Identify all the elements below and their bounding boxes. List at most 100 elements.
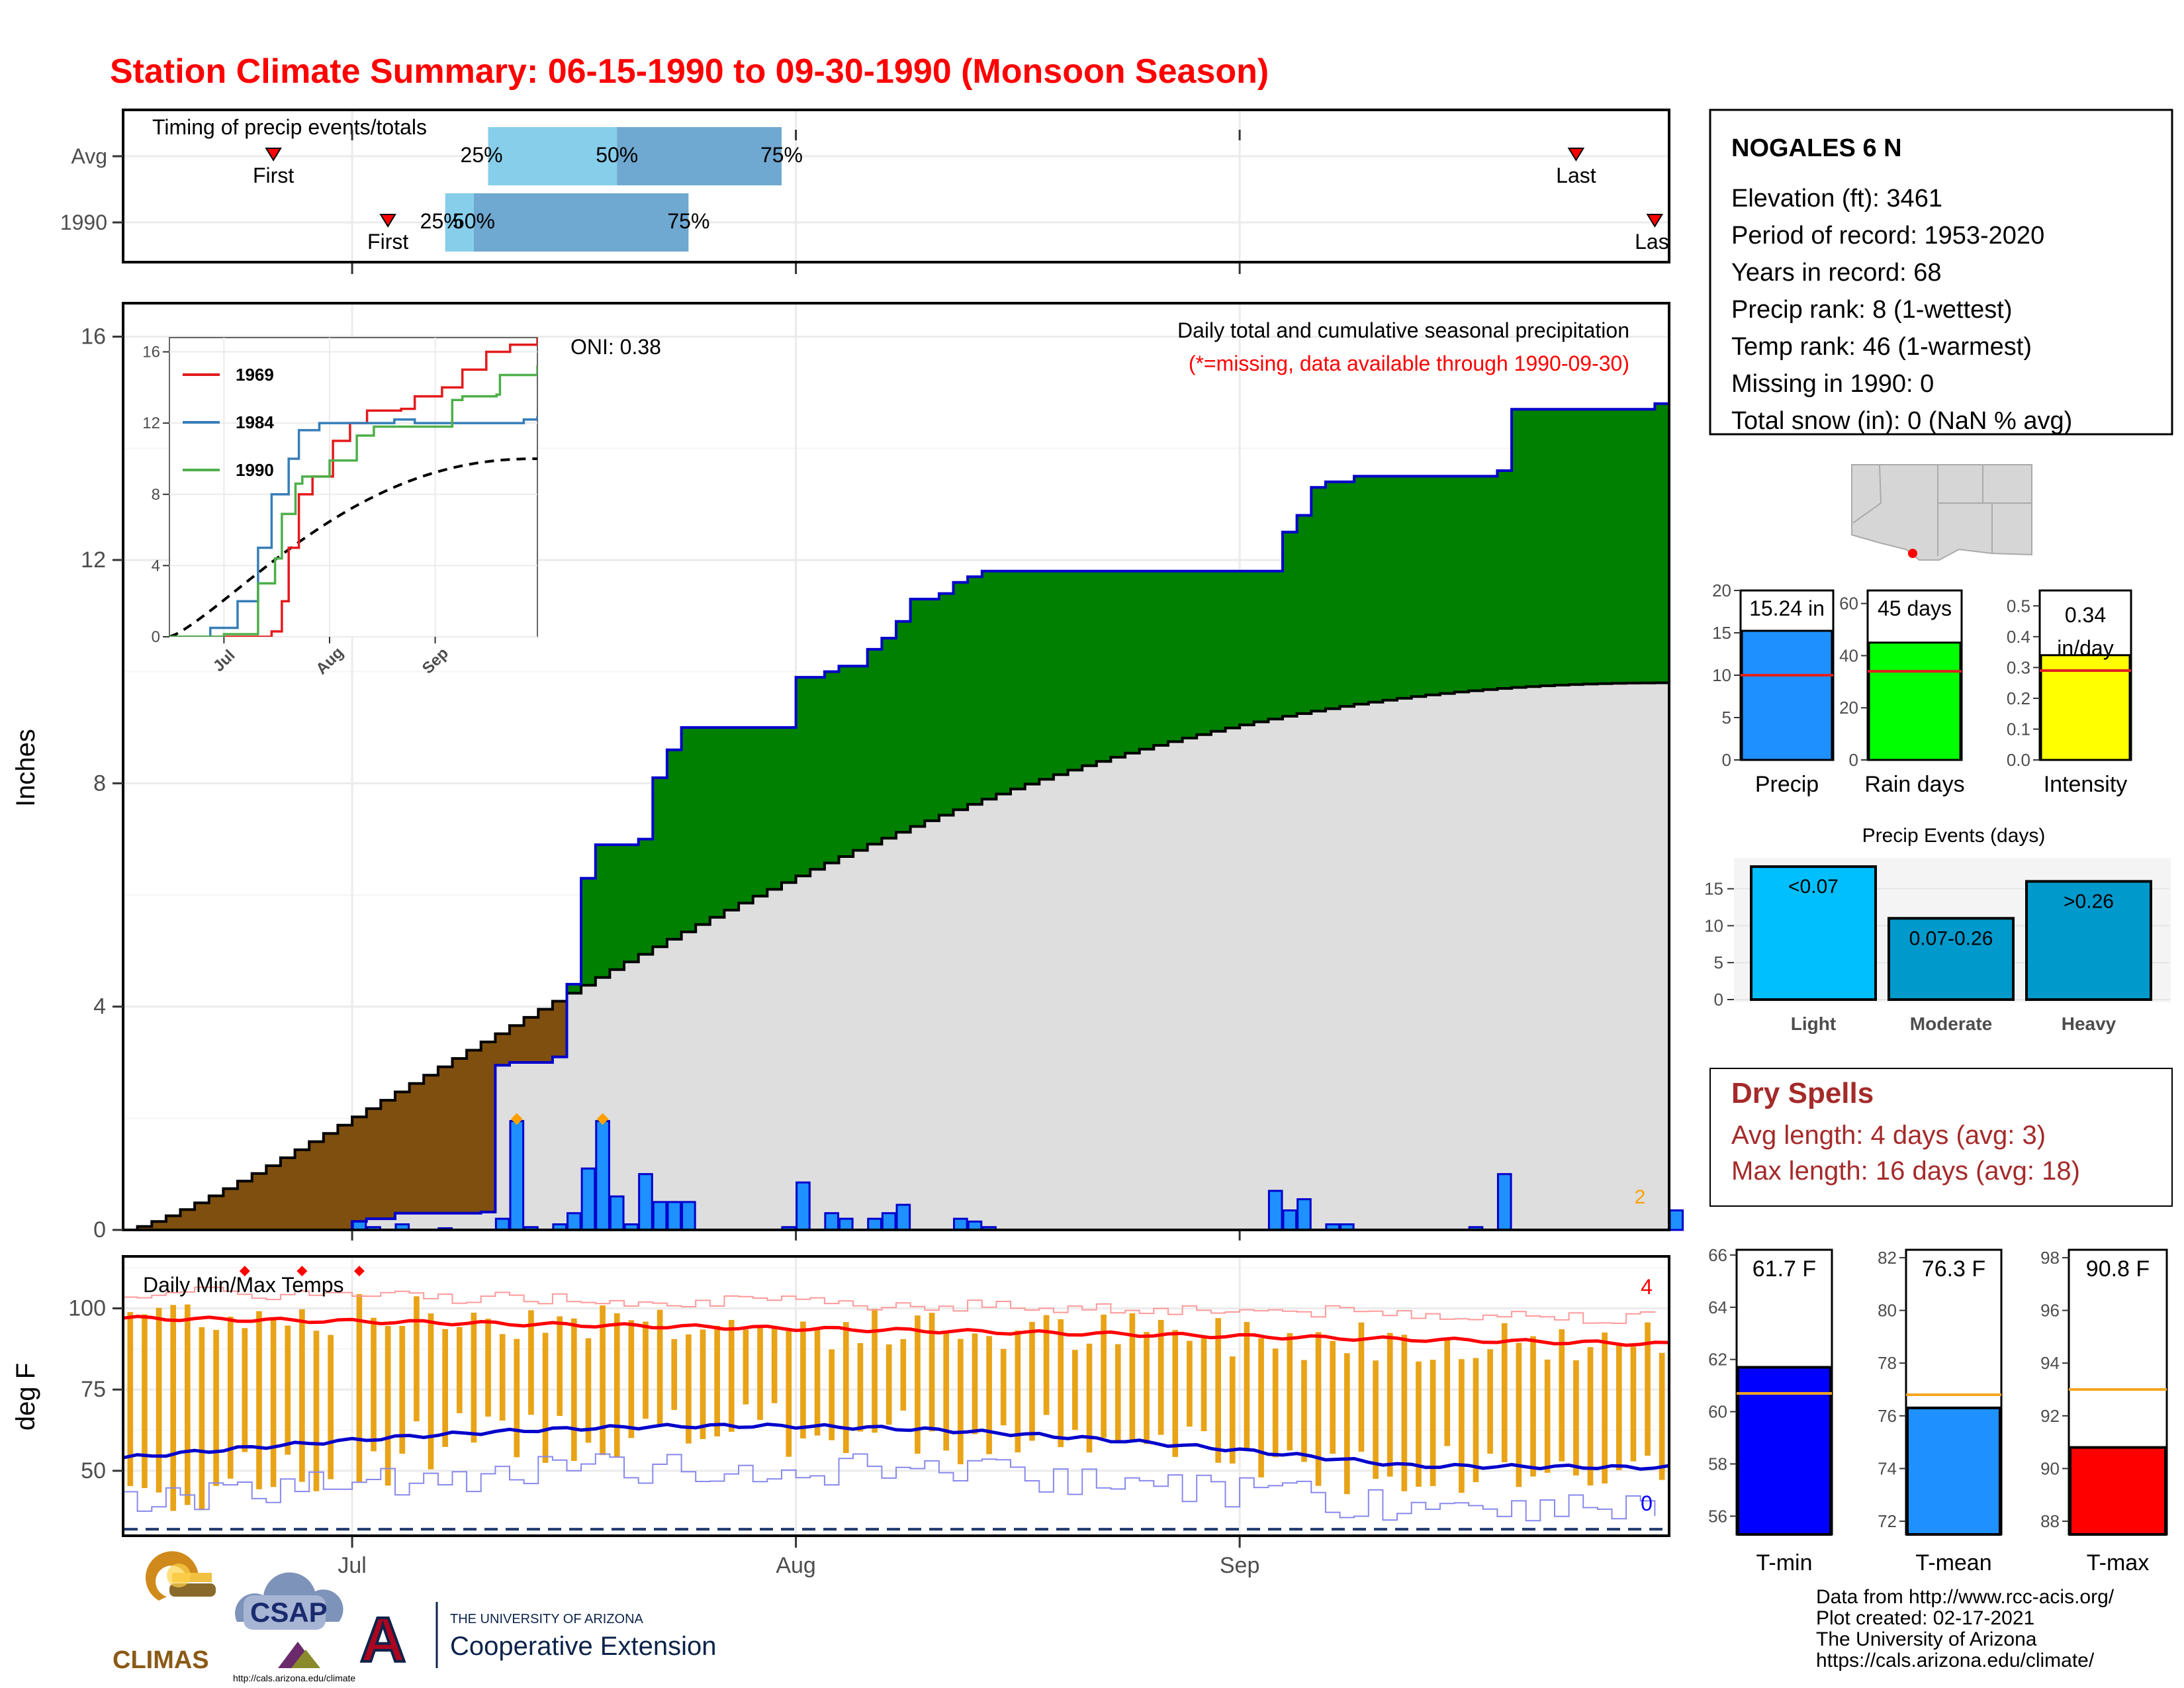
ua-logo-line1: THE UNIVERSITY OF ARIZONA xyxy=(450,1612,644,1626)
daily-temp-range-bar xyxy=(299,1309,305,1482)
daily-temp-range-bar xyxy=(771,1326,778,1403)
precip-events-bar-label: 0.07-0.26 xyxy=(1909,927,1993,949)
above-average-area xyxy=(653,777,668,947)
temp-bottom-count: 0 xyxy=(1641,1491,1653,1515)
above-average-area xyxy=(1311,487,1326,712)
above-average-area xyxy=(1497,471,1512,689)
daily-precip-bar xyxy=(1297,1198,1312,1231)
daily-precip-bar xyxy=(595,1120,610,1231)
timing-last-marker xyxy=(1567,148,1585,162)
x-axis-tick-label: Jul xyxy=(338,1553,366,1578)
daily-temp-range-bar xyxy=(1630,1346,1637,1462)
station-info-line: Missing in 1990: 0 xyxy=(1731,370,1934,398)
inset-y-tick-label: 4 xyxy=(152,557,160,575)
below-average-area xyxy=(538,1009,553,1062)
above-average-area xyxy=(867,649,882,845)
ua-logo: A THE UNIVERSITY OF ARIZONA Cooperative … xyxy=(359,1602,716,1677)
below-average-area xyxy=(152,1221,167,1230)
daily-temp-range-bar xyxy=(786,1331,792,1457)
timing-first-marker xyxy=(265,148,282,162)
main-chart-subtitle: (*=missing, data available through 1990-… xyxy=(1189,352,1629,375)
below-average-area xyxy=(552,1001,568,1057)
below-average-area xyxy=(165,1215,181,1230)
temp-bar-y-tick-label: 90 xyxy=(2040,1458,2060,1478)
above-average-area xyxy=(1154,571,1169,746)
daily-temp-range-bar xyxy=(557,1316,563,1416)
above-average-area xyxy=(1240,571,1255,726)
timing-p50-label: 50% xyxy=(596,143,638,167)
daily-precip-bar xyxy=(1267,1190,1283,1231)
above-average-area xyxy=(953,582,968,810)
daily-precip-bar xyxy=(838,1217,854,1231)
daily-temp-range-bar xyxy=(313,1331,320,1491)
above-average-area xyxy=(1268,571,1283,720)
above-average-area xyxy=(1111,571,1126,757)
summary-bar-rain-days xyxy=(1868,641,1962,761)
temp-y-tick-label: 75 xyxy=(81,1377,106,1402)
daily-temp-range-bar xyxy=(628,1320,635,1438)
daily-temp-range-bar xyxy=(1544,1359,1551,1473)
timing-title: Timing of precip events/totals xyxy=(152,115,427,139)
temp-top-count: 4 xyxy=(1641,1275,1653,1299)
above-average-area xyxy=(610,845,625,970)
temperature-panel: 50 75 100 deg F Daily Min/Max Temps 4 0 Ju… xyxy=(11,130,1670,1578)
temp-bar-t-min xyxy=(1737,1366,1832,1536)
daily-temp-range-bar xyxy=(829,1349,835,1440)
inset-y-tick-label: 8 xyxy=(152,486,160,504)
timing-row-label: 1990 xyxy=(60,211,107,234)
daily-temp-range-bar xyxy=(1201,1337,1207,1432)
average-cumulative-line xyxy=(123,681,1669,1231)
below-average-area xyxy=(223,1188,238,1230)
main-chart-title: Daily total and cumulative seasonal prec… xyxy=(1177,318,1629,342)
daily-temp-range-bar xyxy=(356,1293,363,1483)
above-average-area xyxy=(996,571,1011,794)
summary-bar-category-label: Rain days xyxy=(1864,772,1964,797)
precip-events-bar-moderate xyxy=(1888,917,2015,1002)
inset-y-tick-label: 12 xyxy=(142,414,160,432)
daily-temp-range-bar xyxy=(886,1344,892,1425)
station-location-marker xyxy=(1908,549,1917,558)
above-average-area xyxy=(696,727,711,925)
above-average-area xyxy=(1482,476,1498,690)
above-average-area xyxy=(739,727,754,904)
daily-temp-range-bar xyxy=(743,1329,749,1405)
below-average-area xyxy=(366,1108,381,1219)
csap-url: http://cals.arizona.edu/climate xyxy=(233,1673,355,1683)
above-average-area xyxy=(1368,476,1383,702)
summary-y-tick-label: 40 xyxy=(1839,645,1858,665)
station-info-line: Elevation (ft): 3461 xyxy=(1731,185,1942,212)
inset-series-line-1984 xyxy=(169,416,537,637)
daily-temp-range-bar xyxy=(371,1317,377,1452)
summary-y-tick-label: 0.4 xyxy=(2007,627,2030,647)
daily-temp-range-bar xyxy=(542,1333,549,1463)
daily-temp-range-bar xyxy=(986,1336,992,1454)
below-average-area xyxy=(323,1133,338,1230)
above-average-area xyxy=(1297,515,1312,714)
daily-temp-range-bar xyxy=(1043,1315,1050,1415)
daily-temp-range-bar xyxy=(900,1338,907,1411)
timing-panel: Avg 1990 Timing of precip events/totals 2… xyxy=(60,109,1670,263)
daily-temp-range-bar xyxy=(929,1313,935,1432)
summary-bar-category-label: Intensity xyxy=(2044,772,2128,797)
temp-bar-t-max xyxy=(2069,1446,2167,1536)
above-average-area xyxy=(1640,409,1655,683)
daily-temp-range-bar xyxy=(972,1333,978,1434)
daily-temp-range-bar xyxy=(1516,1342,1522,1487)
daily-temp-range-bar xyxy=(1530,1336,1536,1477)
above-average-area xyxy=(968,577,983,805)
below-average-area xyxy=(266,1165,281,1230)
daily-temp-range-bar xyxy=(1086,1343,1093,1453)
below-average-area xyxy=(452,1058,467,1213)
temp-bar-value-label: 76.3 F xyxy=(1922,1256,1985,1282)
daily-precip-bar xyxy=(567,1212,582,1231)
temp-bar-category-label: T-min xyxy=(1756,1550,1813,1575)
station-name: NOGALES 6 N xyxy=(1731,134,1902,162)
temp-bar-y-tick-label: 80 xyxy=(1878,1301,1897,1321)
daily-temp-range-bar xyxy=(657,1309,663,1425)
daily-precip-bar xyxy=(1496,1173,1512,1231)
daily-temp-range-bar xyxy=(1101,1314,1107,1438)
timing-p50-label: 50% xyxy=(453,209,495,233)
dry-spells-max: Max length: 16 days (avg: 18) xyxy=(1731,1156,2080,1186)
daily-temp-range-bar xyxy=(1659,1352,1665,1480)
